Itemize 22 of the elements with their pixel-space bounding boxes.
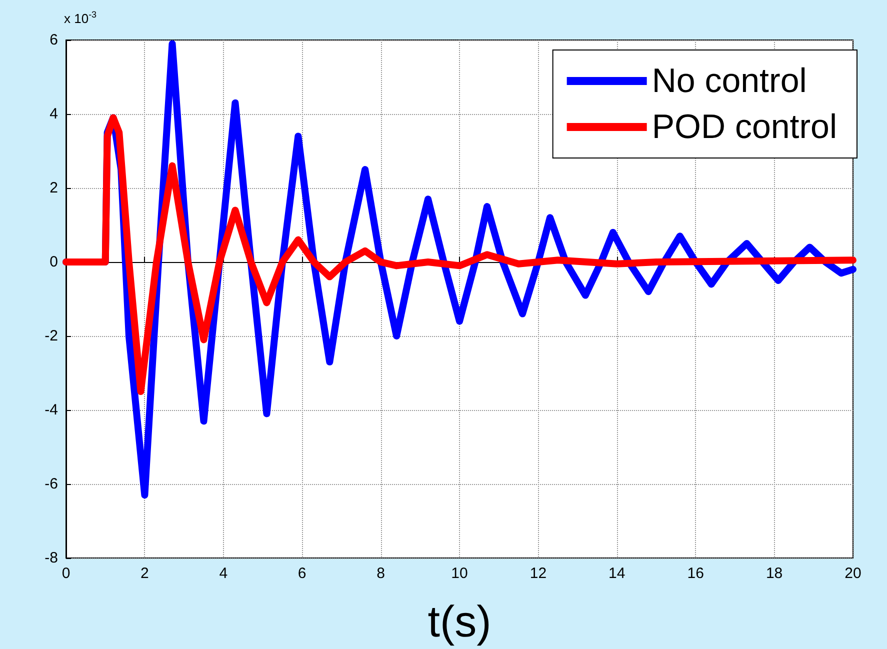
legend-label: No control <box>652 62 807 100</box>
y-tick-label: 0 <box>50 254 58 270</box>
y-tick-label: -6 <box>44 476 58 492</box>
x-tick-label: 12 <box>530 565 547 582</box>
x-tick-label: 4 <box>219 565 228 582</box>
y-tick-label: -8 <box>44 550 58 566</box>
x-tick-label: 18 <box>766 565 783 582</box>
y-tick-label: -2 <box>44 328 58 344</box>
y-tick-label: -4 <box>44 402 58 418</box>
x-tick-label: 16 <box>687 565 704 582</box>
x-tick-label: 6 <box>298 565 306 582</box>
x-axis-title: t(s) <box>428 598 492 646</box>
x-tick-label: 0 <box>62 565 70 582</box>
x-tick-label: 2 <box>140 565 149 582</box>
x-tick-label: 10 <box>451 565 468 582</box>
x-tick-label: 14 <box>608 565 626 582</box>
x-tick-label: 20 <box>844 565 862 582</box>
y-tick-label: 2 <box>50 180 58 196</box>
y-tick-label: 6 <box>50 32 58 48</box>
y-tick-label: 4 <box>50 106 58 122</box>
x-tick-label: 8 <box>376 565 385 582</box>
legend-label: POD control <box>652 108 838 146</box>
